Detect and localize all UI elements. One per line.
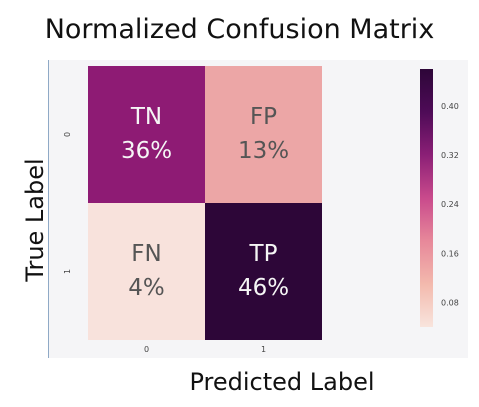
heatmap-cell-fn bbox=[88, 203, 205, 340]
colorbar-tick-label: 0.32 bbox=[441, 151, 459, 160]
colorbar-tick-label: 0.40 bbox=[441, 102, 459, 111]
cell-label-tp: TP bbox=[249, 241, 278, 267]
heatmap-cell-fp bbox=[205, 66, 322, 203]
cell-value-fn: 4% bbox=[128, 275, 165, 301]
cell-value-fp: 13% bbox=[238, 138, 289, 164]
y-tick-label: 0 bbox=[63, 132, 72, 137]
y-tick-label: 1 bbox=[63, 269, 72, 274]
colorbar-tick-label: 0.24 bbox=[441, 200, 459, 209]
plot-frame-edge bbox=[48, 60, 49, 358]
x-axis-label: Predicted Label bbox=[189, 368, 375, 396]
x-tick-label: 0 bbox=[144, 345, 149, 354]
colorbar-tick-label: 0.08 bbox=[441, 298, 459, 307]
cell-label-fn: FN bbox=[131, 241, 161, 267]
cell-label-tn: TN bbox=[130, 104, 162, 130]
cell-label-fp: FP bbox=[250, 104, 277, 130]
chart-title: Normalized Confusion Matrix bbox=[44, 14, 435, 45]
heatmap-cell-tn bbox=[88, 66, 205, 203]
colorbar bbox=[420, 69, 433, 327]
heatmap-cell-tp bbox=[205, 203, 322, 340]
cell-value-tp: 46% bbox=[238, 275, 289, 301]
x-tick-label: 1 bbox=[261, 345, 266, 354]
cell-value-tn: 36% bbox=[121, 138, 172, 164]
colorbar-tick-label: 0.16 bbox=[441, 249, 459, 258]
